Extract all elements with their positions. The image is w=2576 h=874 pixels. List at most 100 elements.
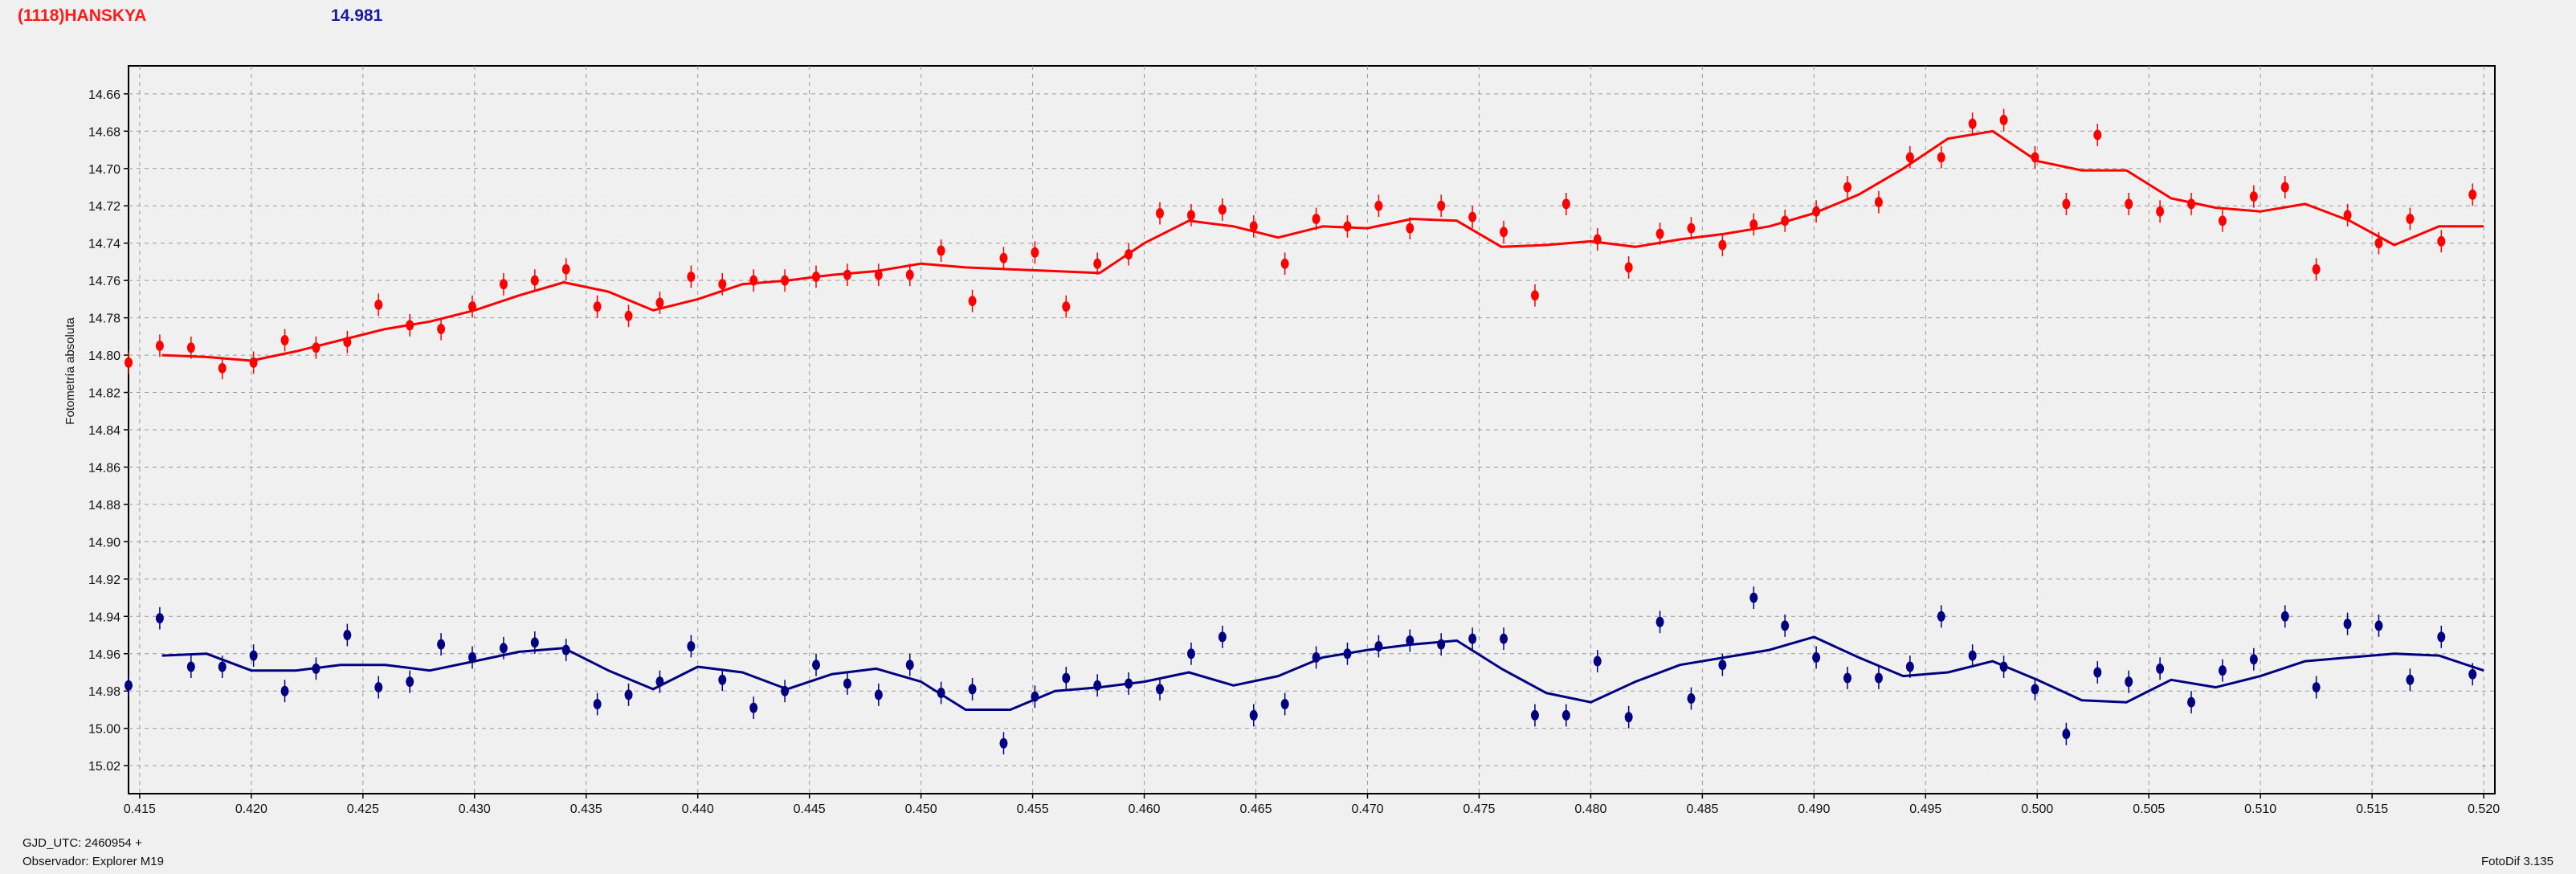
data-point	[2093, 667, 2102, 678]
y-axis-title: Fotometría absoluta	[63, 317, 77, 425]
data-point	[1687, 223, 1696, 234]
x-tick-label: 0.445	[794, 803, 826, 816]
data-point	[1530, 290, 1539, 301]
data-point	[2218, 665, 2227, 676]
data-point	[1562, 198, 1570, 210]
data-point	[937, 245, 945, 256]
data-point	[1624, 712, 1633, 723]
data-point	[1312, 651, 1321, 663]
x-tick-label: 0.475	[1463, 803, 1495, 816]
data-point	[406, 320, 414, 331]
x-axis-ticks: 0.415 0.420 0.425 0.430 0.435 0.440 0.445 0.450…	[124, 794, 2500, 816]
data-point	[155, 340, 164, 351]
data-point	[718, 279, 727, 290]
data-point	[1999, 114, 2008, 125]
x-tick-label: 0.470	[1351, 803, 1383, 816]
data-point	[874, 269, 883, 280]
grid	[129, 66, 2495, 794]
object-title: (1118)HANSKYA	[18, 6, 147, 25]
x-tick-label: 0.510	[2244, 803, 2276, 816]
data-point	[1749, 218, 1758, 230]
data-point	[2249, 654, 2258, 665]
data-point	[905, 660, 914, 671]
data-point	[2437, 631, 2446, 643]
data-point	[1437, 639, 1446, 650]
data-point	[687, 640, 696, 651]
data-point	[155, 613, 164, 624]
data-point	[2031, 152, 2039, 163]
data-point	[1374, 640, 1383, 651]
data-point	[2125, 198, 2133, 210]
data-point	[655, 297, 664, 308]
data-point	[2343, 210, 2352, 221]
data-point	[1249, 709, 1258, 721]
data-point	[1093, 680, 1102, 691]
data-point	[1624, 262, 1633, 273]
data-point	[687, 272, 696, 283]
y-tick-label: 14.90	[88, 536, 120, 549]
data-point	[530, 275, 539, 286]
data-point	[1749, 592, 1758, 603]
x-tick-label: 0.500	[2021, 803, 2053, 816]
data-point	[249, 650, 258, 661]
x-tick-label: 0.455	[1017, 803, 1049, 816]
data-point	[718, 674, 727, 685]
data-point	[1593, 234, 1602, 245]
data-point	[1843, 672, 1852, 684]
data-point	[2125, 676, 2133, 688]
data-point	[1343, 221, 1352, 232]
data-point	[1718, 660, 1727, 671]
data-point	[937, 688, 945, 699]
data-point	[1280, 258, 1289, 269]
data-point	[749, 275, 758, 286]
data-point	[2437, 235, 2446, 247]
data-point	[2468, 668, 2477, 680]
reference-magnitude: 14.981	[331, 6, 383, 25]
data-point	[468, 301, 477, 312]
data-point	[905, 269, 914, 280]
data-point	[812, 272, 821, 283]
data-point	[1312, 213, 1321, 224]
data-point	[280, 685, 289, 696]
data-point	[655, 676, 664, 688]
y-tick-label: 14.74	[88, 238, 120, 251]
data-point	[530, 637, 539, 648]
x-tick-label: 0.430	[459, 803, 491, 816]
data-point	[1655, 228, 1664, 239]
comparison-series	[125, 586, 2484, 755]
data-point	[2093, 129, 2102, 141]
data-point	[624, 310, 633, 321]
data-series	[125, 108, 2484, 755]
data-point	[374, 682, 383, 693]
y-tick-label: 14.84	[88, 424, 120, 438]
data-point	[280, 334, 289, 345]
data-point	[1156, 208, 1165, 219]
x-tick-label: 0.515	[2356, 803, 2388, 816]
x-tick-label: 0.435	[570, 803, 602, 816]
observer-label: Observador: Explorer M19	[22, 855, 164, 868]
data-point	[999, 737, 1008, 749]
data-point	[1468, 633, 1477, 644]
data-point	[2218, 215, 2227, 227]
y-tick-label: 15.02	[88, 760, 120, 774]
data-point	[186, 342, 195, 353]
data-point	[499, 279, 508, 290]
data-point	[1937, 611, 1945, 622]
x-tick-label: 0.490	[1798, 803, 1830, 816]
y-tick-label: 14.76	[88, 275, 120, 288]
data-point	[1249, 221, 1258, 232]
x-tick-label: 0.440	[682, 803, 714, 816]
data-point	[1874, 672, 1883, 684]
data-point	[2062, 729, 2071, 740]
data-point	[2031, 684, 2039, 695]
y-tick-label: 14.70	[88, 163, 120, 177]
data-point	[406, 676, 414, 688]
data-point	[2062, 198, 2071, 210]
y-tick-label: 14.78	[88, 312, 120, 326]
y-tick-label: 14.94	[88, 611, 120, 624]
data-point	[1406, 635, 1415, 647]
data-point	[1280, 698, 1289, 709]
data-point	[312, 342, 320, 353]
y-tick-label: 14.86	[88, 461, 120, 475]
data-point	[1781, 215, 1790, 227]
